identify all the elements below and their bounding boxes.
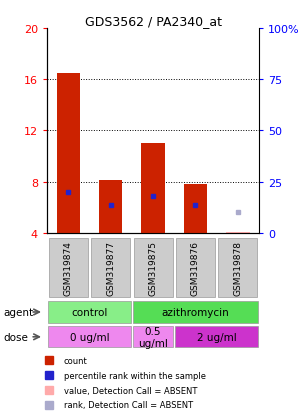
Bar xyxy=(141,144,165,233)
Text: value, Detection Call = ABSENT: value, Detection Call = ABSENT xyxy=(64,386,197,394)
Bar xyxy=(48,326,131,348)
Bar xyxy=(226,232,250,233)
Bar xyxy=(91,238,130,297)
Bar xyxy=(176,238,215,297)
Text: agent: agent xyxy=(3,307,33,317)
Text: azithromycin: azithromycin xyxy=(161,307,229,317)
Bar xyxy=(56,74,80,233)
Bar xyxy=(133,301,258,323)
Text: GSM319876: GSM319876 xyxy=(191,240,200,295)
Text: control: control xyxy=(71,307,108,317)
Text: rank, Detection Call = ABSENT: rank, Detection Call = ABSENT xyxy=(64,401,193,409)
Text: count: count xyxy=(64,356,88,365)
Bar xyxy=(99,181,122,233)
Title: GDS3562 / PA2340_at: GDS3562 / PA2340_at xyxy=(85,15,221,28)
Text: percentile rank within the sample: percentile rank within the sample xyxy=(64,371,206,380)
Bar xyxy=(175,326,258,348)
Bar xyxy=(134,238,172,297)
Bar xyxy=(184,185,207,233)
Text: 2 ug/ml: 2 ug/ml xyxy=(197,332,237,342)
Bar xyxy=(49,238,88,297)
Text: GSM319874: GSM319874 xyxy=(64,240,73,295)
Text: dose: dose xyxy=(3,332,28,342)
Text: GSM319878: GSM319878 xyxy=(233,240,242,295)
Bar xyxy=(133,326,173,348)
Text: GSM319877: GSM319877 xyxy=(106,240,115,295)
Text: 0.5
ug/ml: 0.5 ug/ml xyxy=(138,326,168,348)
Text: GSM319875: GSM319875 xyxy=(148,240,158,295)
Bar xyxy=(218,238,257,297)
Text: 0 ug/ml: 0 ug/ml xyxy=(70,332,109,342)
Bar xyxy=(48,301,131,323)
